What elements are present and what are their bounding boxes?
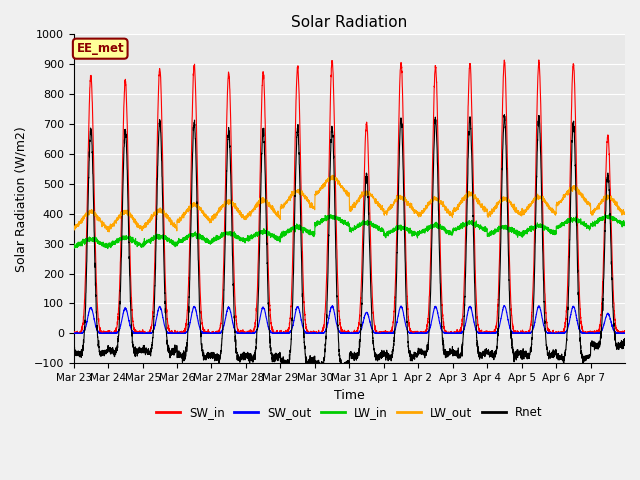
Rnet (528, 336, 536, 341)
LW_out (399, 195, 407, 201)
Rnet (621, 343, 629, 348)
SW_in (370, 317, 378, 323)
SW_out (528, 329, 536, 335)
LW_out (528, 199, 536, 204)
SW_out (184, 327, 192, 333)
LW_out (621, 210, 629, 216)
SW_in (399, 127, 407, 133)
SW_out (370, 330, 378, 336)
LW_out (328, 172, 336, 178)
SW_out (70, 330, 77, 336)
Line: SW_in: SW_in (74, 60, 625, 334)
SW_out (399, 310, 407, 315)
Rnet (500, 112, 508, 118)
Rnet (70, 347, 77, 353)
LW_in (607, 212, 614, 217)
LW_in (399, 225, 407, 231)
LW_out (105, 229, 113, 235)
LW_out (370, 195, 378, 201)
LW_out (501, 197, 509, 203)
Line: LW_out: LW_out (74, 175, 625, 232)
SW_out (621, 330, 629, 336)
LW_in (104, 246, 111, 252)
Rnet (501, 113, 509, 119)
LW_out (184, 207, 192, 213)
SW_in (500, 60, 508, 65)
SW_out (70, 331, 77, 336)
X-axis label: Time: Time (334, 389, 365, 402)
SW_out (542, 329, 550, 335)
LW_in (370, 225, 378, 230)
SW_in (70, 331, 77, 336)
Rnet (399, 178, 407, 183)
Title: Solar Radiation: Solar Radiation (291, 15, 408, 30)
LW_out (542, 200, 550, 206)
Y-axis label: Solar Radiation (W/m2): Solar Radiation (W/m2) (15, 126, 28, 272)
SW_in (70, 330, 77, 336)
Line: LW_in: LW_in (74, 215, 625, 249)
LW_in (542, 226, 550, 231)
Rnet (184, 325, 192, 331)
SW_in (184, 295, 192, 301)
SW_in (621, 331, 629, 336)
Legend: SW_in, SW_out, LW_in, LW_out, Rnet: SW_in, SW_out, LW_in, LW_out, Rnet (151, 401, 547, 423)
SW_out (500, 303, 508, 309)
SW_in (528, 314, 536, 320)
SW_out (501, 303, 509, 309)
LW_in (184, 233, 192, 239)
SW_in (535, 57, 543, 63)
Text: EE_met: EE_met (76, 42, 124, 55)
LW_out (70, 227, 77, 233)
Rnet (318, 368, 326, 373)
Rnet (370, 347, 378, 353)
LW_in (528, 225, 536, 230)
Line: SW_out: SW_out (74, 306, 625, 334)
LW_in (70, 244, 77, 250)
LW_in (621, 222, 629, 228)
Rnet (542, 338, 550, 344)
SW_in (542, 310, 550, 316)
LW_in (500, 226, 508, 232)
Line: Rnet: Rnet (74, 115, 625, 371)
